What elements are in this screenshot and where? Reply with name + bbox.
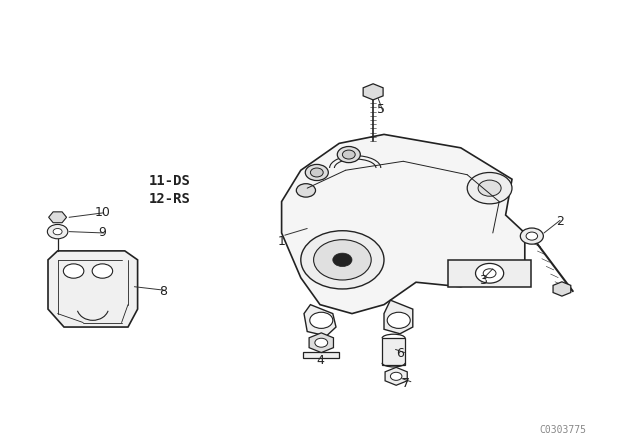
Circle shape: [53, 228, 62, 235]
Polygon shape: [448, 260, 531, 287]
Circle shape: [520, 228, 543, 244]
Polygon shape: [48, 251, 138, 327]
Text: 9: 9: [99, 226, 106, 240]
Circle shape: [390, 372, 402, 380]
Circle shape: [63, 264, 84, 278]
Circle shape: [301, 231, 384, 289]
Circle shape: [467, 172, 512, 204]
Polygon shape: [49, 212, 67, 223]
Circle shape: [47, 224, 68, 239]
Text: 1: 1: [278, 235, 285, 249]
Circle shape: [337, 146, 360, 163]
Circle shape: [333, 253, 352, 267]
Text: 11-DS: 11-DS: [148, 174, 191, 189]
Text: 8: 8: [159, 284, 167, 298]
Polygon shape: [384, 300, 413, 334]
Text: 12-RS: 12-RS: [148, 192, 191, 207]
Text: 2: 2: [556, 215, 564, 228]
Circle shape: [315, 338, 328, 347]
Polygon shape: [304, 305, 336, 336]
Circle shape: [526, 232, 538, 240]
Circle shape: [314, 240, 371, 280]
Polygon shape: [553, 282, 571, 296]
Polygon shape: [282, 134, 525, 314]
Circle shape: [342, 150, 355, 159]
Bar: [382, 338, 405, 365]
Text: 6: 6: [396, 347, 404, 361]
Circle shape: [476, 263, 504, 283]
Text: 7: 7: [403, 376, 410, 390]
Circle shape: [92, 264, 113, 278]
Circle shape: [478, 180, 501, 196]
Circle shape: [310, 312, 333, 328]
Bar: [303, 352, 339, 358]
Text: 4: 4: [316, 354, 324, 367]
Text: 5: 5: [377, 103, 385, 116]
Polygon shape: [309, 333, 333, 353]
Circle shape: [310, 168, 323, 177]
Circle shape: [305, 164, 328, 181]
Text: 10: 10: [95, 206, 110, 220]
Text: C0303775: C0303775: [540, 425, 587, 435]
Polygon shape: [385, 367, 407, 385]
Circle shape: [387, 312, 410, 328]
Text: 3: 3: [479, 273, 487, 287]
Circle shape: [296, 184, 316, 197]
Polygon shape: [363, 84, 383, 100]
